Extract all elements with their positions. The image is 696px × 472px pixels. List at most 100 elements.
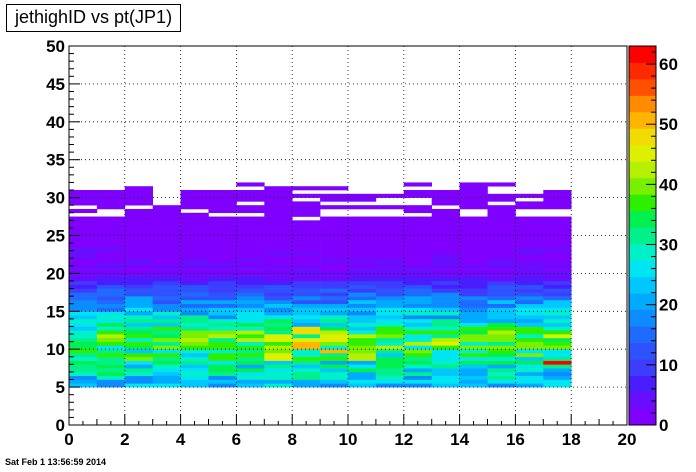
heatmap-cell [180,356,209,361]
heatmap-cell [69,307,98,312]
heatmap-cell [124,277,153,282]
heatmap-cell [348,288,377,293]
heatmap-cell [96,284,126,289]
heatmap-cell [236,269,265,274]
heatmap-cell [124,345,153,350]
heatmap-cell [431,220,460,225]
heatmap-cell [375,288,405,293]
heatmap-cell [208,216,237,221]
heatmap-cell [180,262,209,267]
heatmap-cell [69,296,98,301]
heatmap-cell [69,273,98,278]
heatmap-cell [487,318,516,323]
heatmap-cell [180,239,209,244]
colorbar-swatch [629,194,656,212]
heatmap-cell [236,311,265,316]
heatmap-cell [180,318,209,323]
heatmap-cell [543,280,572,286]
heatmap-cell [431,235,460,240]
heatmap-cell [69,220,98,225]
heatmap-cell [292,280,321,286]
heatmap-cell [69,216,98,221]
heatmap-cell [124,186,153,191]
heatmap-cell [96,231,126,236]
heatmap-cell [459,265,488,270]
heatmap-cell [543,227,572,233]
heatmap-cell [124,231,153,236]
heatmap-cell [515,277,544,282]
heatmap-cell [180,379,209,384]
heatmap-cell [348,280,377,286]
heatmap-cell [292,326,321,331]
heatmap-cell [543,383,572,388]
heatmap-cell [348,379,377,384]
heatmap-cell [208,334,237,339]
heatmap-cell [515,375,544,380]
heatmap-cell [236,356,265,361]
heatmap-cell [515,360,544,365]
heatmap-cell [375,341,405,346]
heatmap-cell [515,235,544,240]
heatmap-cell [320,277,349,282]
x-tick-label: 2 [120,430,129,449]
heatmap-cell [292,186,321,191]
heatmap-cell [320,227,349,233]
heatmap-cell [459,345,488,350]
heatmap-cell [180,345,209,350]
heatmap-cell [96,258,126,263]
colorbar-swatch [629,128,656,146]
heatmap-cell [152,318,181,323]
heatmap-cell [208,205,237,210]
heatmap-cell [403,296,432,301]
heatmap-cell [348,341,377,346]
heatmap-cell [515,269,544,274]
heatmap-cell [180,349,209,354]
heatmap-cell [96,360,126,365]
heatmap-cell [375,322,405,327]
heatmap-cell [264,246,293,251]
heatmap-cell [124,349,153,354]
heatmap-cell [375,277,405,282]
heatmap-cell [348,375,377,380]
heatmap-cell [543,216,572,221]
heatmap-cell [69,303,98,308]
heatmap-cell [208,273,237,278]
y-tick-label: 5 [56,378,65,397]
heatmap-cell [375,360,405,365]
heatmap-cell [152,299,181,305]
heatmap-cell [431,212,460,217]
heatmap-cell [375,315,405,320]
colorbar-tick-label: 50 [659,115,678,134]
heatmap-cell [124,334,153,339]
heatmap-cell [431,280,460,286]
heatmap-cell [180,220,209,225]
heatmap-cell [208,262,237,267]
heatmap-cell [543,330,572,335]
colorbar-swatch [629,177,656,195]
heatmap-cell [124,284,153,289]
heatmap-cell [69,265,98,270]
heatmap-cell [124,337,153,342]
heatmap-cell [459,280,488,286]
heatmap-cell [459,220,488,225]
heatmap-cell [431,239,460,244]
heatmap-cell [320,231,349,236]
heatmap-cell [543,258,572,263]
heatmap-cell [403,284,432,289]
heatmap-cell [515,334,544,339]
heatmap-cell [431,292,460,297]
heatmap-cell [487,356,516,361]
heatmap-cell [264,368,293,373]
heatmap-cell [292,299,321,305]
heatmap-cell [69,352,98,358]
heatmap-cell [320,205,349,210]
heatmap-cell [515,341,544,346]
heatmap-cell [348,193,377,198]
heatmap-cell [292,307,321,312]
heatmap-cell [264,190,293,195]
heatmap-cell [180,303,209,308]
heatmap-cell [543,299,572,305]
heatmap-cell [403,371,432,377]
heatmap-cell [152,326,181,331]
heatmap-cell [69,254,98,259]
